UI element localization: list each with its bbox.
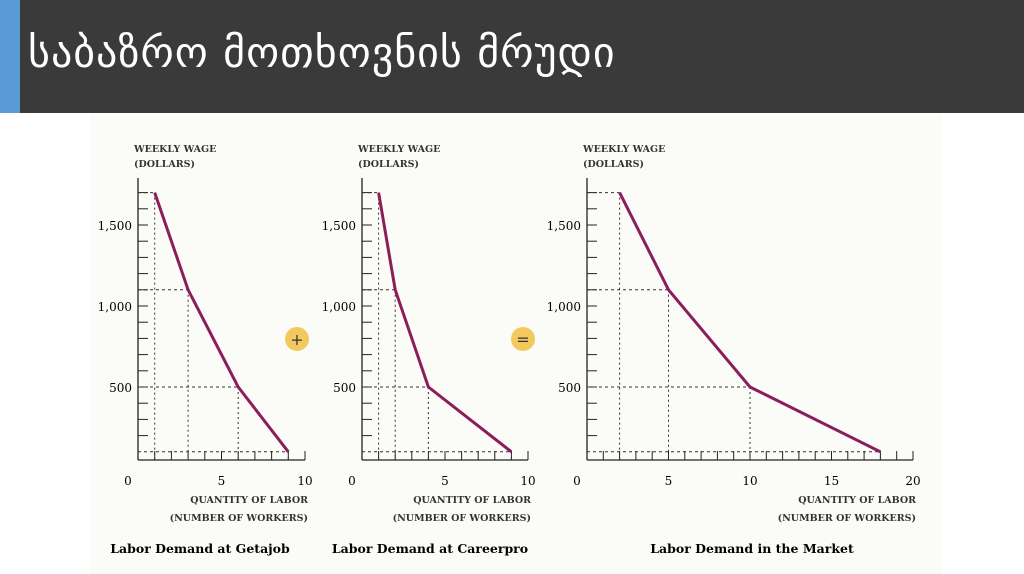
x-tick-label: 0 (573, 474, 581, 488)
x-tick-label: 10 (742, 474, 757, 488)
demand-curve (377, 192, 513, 453)
x-tick-label: 0 (348, 474, 356, 488)
y-tick-label: 1,000 (322, 300, 356, 314)
x-axis-label: (NUMBER OF WORKERS) (170, 513, 308, 524)
y-tick-label: 1,500 (547, 219, 581, 233)
chart-title: Labor Demand at Getajob (110, 541, 290, 556)
equals-operator-icon (511, 327, 535, 351)
x-tick-label: 5 (441, 474, 449, 488)
x-tick-label: 5 (218, 474, 226, 488)
y-axis-label: WEEKLY WAGE (582, 144, 665, 155)
x-axis-label: QUANTITY OF LABOR (190, 495, 308, 506)
x-tick-label: 0 (124, 474, 132, 488)
x-tick-label: 5 (665, 474, 673, 488)
plus-operator: + (290, 330, 303, 349)
y-axis-label: (DOLLARS) (358, 159, 419, 170)
x-tick-label: 20 (905, 474, 920, 488)
y-tick-label: 500 (558, 381, 581, 395)
x-tick-label: 10 (297, 474, 312, 488)
y-tick-label: 500 (333, 381, 356, 395)
y-axis-label: (DOLLARS) (134, 159, 195, 170)
plus-operator-icon (285, 327, 309, 351)
y-axis-label: WEEKLY WAGE (357, 144, 440, 155)
chart-title: Labor Demand at Careerpro (332, 541, 528, 556)
x-tick-label: 10 (520, 474, 535, 488)
x-tick-label: 15 (824, 474, 839, 488)
chart-title: Labor Demand in the Market (650, 541, 854, 556)
y-tick-label: 1,500 (98, 219, 132, 233)
demand-curve (153, 192, 290, 453)
y-tick-label: 1,000 (547, 300, 581, 314)
equals-operator: = (516, 330, 529, 349)
x-axis-label: (NUMBER OF WORKERS) (393, 513, 531, 524)
x-axis-label: (NUMBER OF WORKERS) (778, 513, 916, 524)
x-axis-label: QUANTITY OF LABOR (413, 495, 531, 506)
y-axis-label: (DOLLARS) (583, 159, 644, 170)
slide-title: საბაზრო მოთხოვნის მრუდი (28, 28, 616, 77)
demand-curve (618, 191, 882, 454)
y-axis-label: WEEKLY WAGE (133, 144, 216, 155)
title-bar (0, 0, 1024, 113)
y-tick-label: 1,000 (98, 300, 132, 314)
y-tick-label: 500 (109, 381, 132, 395)
accent-strip (0, 0, 20, 113)
y-tick-label: 1,500 (322, 219, 356, 233)
x-axis-label: QUANTITY OF LABOR (798, 495, 916, 506)
